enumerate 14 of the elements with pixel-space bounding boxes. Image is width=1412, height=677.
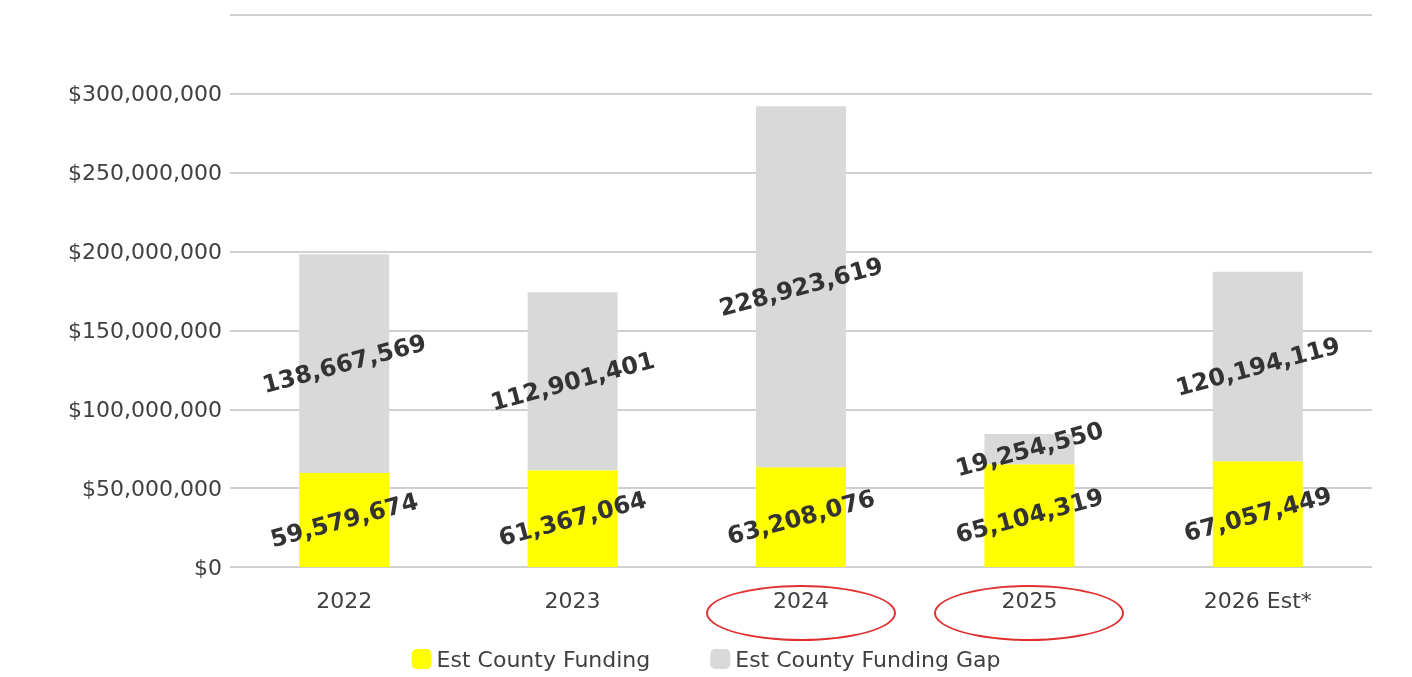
x-tick-label: 2024 bbox=[773, 587, 829, 613]
y-tick-label: $300,000,000 bbox=[68, 81, 222, 107]
x-tick-label: 2023 bbox=[544, 587, 601, 613]
y-tick-label: $50,000,000 bbox=[82, 475, 222, 501]
y-tick-label: $200,000,000 bbox=[68, 239, 222, 265]
legend-label: Est County Funding Gap bbox=[735, 646, 1001, 672]
x-tick-label: 2025 bbox=[1001, 587, 1058, 613]
y-tick-label: $250,000,000 bbox=[68, 160, 222, 186]
y-tick-label: $150,000,000 bbox=[68, 317, 222, 343]
legend-label: Est County Funding bbox=[436, 646, 651, 672]
y-tick-label: $0 bbox=[194, 554, 222, 580]
x-tick-label: 2022 bbox=[316, 587, 373, 613]
y-tick-label: $100,000,000 bbox=[68, 396, 222, 422]
x-tick-label: 2026 Est* bbox=[1203, 587, 1312, 613]
